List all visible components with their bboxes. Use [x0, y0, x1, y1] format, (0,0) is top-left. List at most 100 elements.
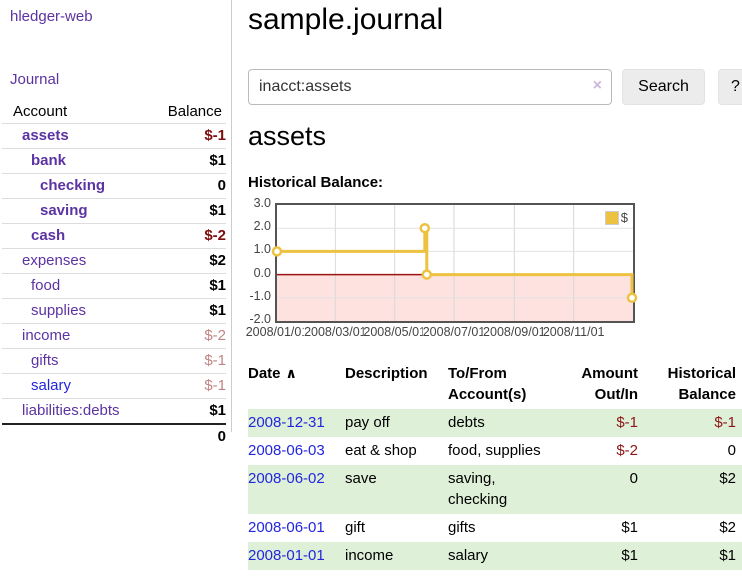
- sidebar-total-balance: 0: [217, 428, 226, 445]
- register-balance-cell: $1: [719, 547, 736, 564]
- sidebar-account-link[interactable]: saving: [40, 202, 88, 219]
- sidebar-account-row: food $1: [2, 273, 226, 299]
- sidebar-account-cell: food: [2, 274, 152, 299]
- sidebar-account-balance: $1: [209, 402, 226, 419]
- sidebar-account-link[interactable]: bank: [31, 152, 67, 169]
- register-row[interactable]: 2008-06-03 eat & shop food, supplies $-2 0: [248, 437, 742, 465]
- balance-column-header-register: Historical Balance: [667, 365, 736, 403]
- register-date-cell: 2008-12-31: [248, 409, 345, 437]
- sidebar-account-cell: saving: [2, 199, 152, 224]
- x-axis-tick-label: 2008/03/01: [304, 325, 367, 340]
- register-description-cell: gift: [345, 519, 366, 536]
- sidebar-account-link[interactable]: checking: [40, 177, 106, 194]
- legend-label: $: [620, 210, 628, 225]
- register-date-cell: 2008-01-01: [248, 542, 345, 570]
- register-amount-cell: 0: [629, 470, 638, 487]
- sidebar-account-cell: liabilities:debts: [2, 399, 152, 425]
- register-amount-cell: $1: [621, 547, 638, 564]
- sidebar-account-row: gifts $-1: [2, 348, 226, 374]
- sidebar-account-cell: expenses: [2, 249, 152, 274]
- sidebar-account-row: expenses $2: [2, 248, 226, 274]
- sidebar-account-cell: supplies: [2, 299, 152, 324]
- sidebar-total-row: 0: [2, 424, 226, 449]
- date-column-header: Date ∧: [248, 362, 345, 409]
- chart-plot-area: $: [271, 203, 638, 323]
- register-accounts-cell: food, supplies: [448, 442, 541, 459]
- sidebar-accounts-table: Account Balance assets $-1 bank $1 checking 0…: [2, 101, 226, 449]
- x-axis-tick-label: 2008/01/01: [245, 325, 309, 340]
- sidebar-account-link[interactable]: assets: [22, 127, 69, 144]
- help-button[interactable]: ?: [718, 69, 742, 105]
- register-date-cell: 2008-06-01: [248, 514, 345, 542]
- sidebar-account-cell: assets: [2, 124, 152, 149]
- search-box: ×: [248, 69, 612, 105]
- register-date-link[interactable]: 2008-06-02: [248, 470, 325, 487]
- sidebar-account-link[interactable]: salary: [31, 377, 72, 394]
- sidebar-account-balance: $-1: [204, 127, 226, 144]
- register-accounts-cell: debts: [448, 414, 485, 431]
- sidebar-accounts-header-row: Account Balance: [2, 101, 226, 124]
- sidebar-account-balance: $1: [209, 302, 226, 319]
- y-axis-tick-label: 2.0: [253, 219, 271, 234]
- sidebar-account-balance: $-2: [204, 227, 226, 244]
- sidebar-account-cell: bank: [2, 149, 152, 174]
- search-button[interactable]: Search: [622, 69, 705, 105]
- page-title: sample.journal: [248, 3, 444, 36]
- sidebar-account-row: liabilities:debts $1: [2, 398, 226, 425]
- search-form: × Search ?: [248, 69, 742, 105]
- sidebar: hledger-web Journal Account Balance asse…: [0, 0, 232, 445]
- sidebar-account-cell: income: [2, 324, 152, 349]
- account-column-header: Account: [13, 103, 68, 120]
- x-axis-tick-label: 2008/05/01: [363, 325, 426, 340]
- nav-journal-link[interactable]: Journal: [10, 71, 60, 88]
- sidebar-account-link[interactable]: income: [22, 327, 71, 344]
- chart-canvas: [271, 205, 638, 321]
- sidebar-account-link[interactable]: liabilities:debts: [22, 402, 120, 419]
- account-heading: assets: [248, 121, 327, 151]
- sidebar-account-link[interactable]: expenses: [22, 252, 87, 269]
- sidebar-account-row: assets $-1: [2, 123, 226, 149]
- sidebar-account-balance: $1: [209, 277, 226, 294]
- register-description-cell: eat & shop: [345, 442, 417, 459]
- sidebar-account-balance: 0: [217, 177, 226, 194]
- register-date-link[interactable]: 2008-01-01: [248, 547, 325, 564]
- sidebar-account-balance: $2: [209, 252, 226, 269]
- sidebar-account-balance: $-1: [204, 377, 226, 394]
- app-title-link[interactable]: hledger-web: [10, 8, 93, 25]
- y-axis-tick-label: 3.0: [253, 196, 271, 210]
- sidebar-account-row: cash $-2: [2, 223, 226, 249]
- sidebar-account-link[interactable]: cash: [31, 227, 66, 244]
- x-axis-tick-label: 2008/09/01: [483, 325, 546, 340]
- x-axis-tick-label: 2008/07/01: [422, 325, 486, 340]
- sidebar-account-link[interactable]: gifts: [31, 352, 59, 369]
- register-row[interactable]: 2008-01-01 income salary $1 $1: [248, 542, 742, 570]
- amount-column-header: Amount Out/In: [581, 365, 638, 403]
- sidebar-account-cell: salary: [2, 374, 152, 399]
- sidebar-account-row: salary $-1: [2, 373, 226, 399]
- register-date-cell: 2008-06-02: [248, 465, 345, 514]
- register-row[interactable]: 2008-06-02 save saving, checking 0 $2: [248, 465, 742, 514]
- chart-legend: $: [604, 210, 628, 225]
- chart-section-label: Historical Balance:: [248, 174, 384, 191]
- register-accounts-cell: gifts: [448, 519, 476, 536]
- register-description-cell: income: [345, 547, 394, 564]
- register-row[interactable]: 2008-06-01 gift gifts $1 $2: [248, 514, 742, 542]
- register-date-link[interactable]: 2008-12-31: [248, 414, 325, 431]
- register-description-cell: save: [345, 470, 377, 487]
- sidebar-account-row: income $-2: [2, 323, 226, 349]
- description-column-header: Description: [345, 365, 428, 382]
- sidebar-account-cell: checking: [2, 174, 152, 199]
- search-input[interactable]: [248, 69, 612, 105]
- sidebar-account-balance: $1: [209, 202, 226, 219]
- date-header-label: Date: [248, 365, 281, 382]
- historical-balance-chart: $ 3.0 2.0 1.0 0.0 -1.0 -2.0 2008/01/01 2008/03/…: [240, 196, 642, 347]
- clear-search-icon[interactable]: ×: [592, 77, 602, 94]
- sidebar-total-spacer: [2, 424, 152, 449]
- register-row[interactable]: 2008-12-31 pay off debts $-1 $-1: [248, 409, 742, 437]
- sidebar-account-row: bank $1: [2, 148, 226, 174]
- sidebar-account-balance: $-1: [204, 352, 226, 369]
- register-date-link[interactable]: 2008-06-01: [248, 519, 325, 536]
- sidebar-account-link[interactable]: food: [31, 277, 61, 294]
- sidebar-account-link[interactable]: supplies: [31, 302, 87, 319]
- register-date-link[interactable]: 2008-06-03: [248, 442, 325, 459]
